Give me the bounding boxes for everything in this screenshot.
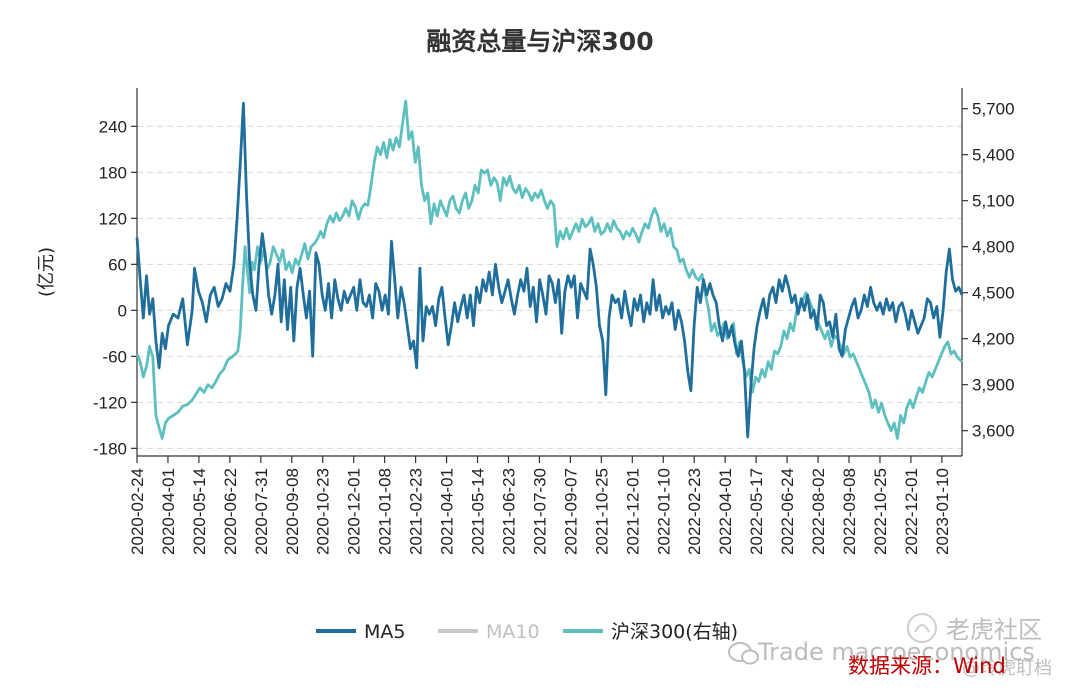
legend-item: MA10 <box>438 621 540 643</box>
source-note: 数据来源：Wind <box>848 654 1006 678</box>
left-tick-label: 180 <box>99 163 127 182</box>
y-axis-label: (亿元) <box>36 247 57 297</box>
x-tick-label: 2021-07-30 <box>530 468 549 555</box>
wechat-icon <box>728 642 759 665</box>
x-tick-label: 2022-12-01 <box>902 468 921 555</box>
chart-title: 融资总量与沪深300 <box>426 27 653 56</box>
x-tick-label: 2021-09-07 <box>561 468 580 555</box>
x-tick-label: 2021-04-01 <box>438 468 457 555</box>
x-tick-label: 2021-05-14 <box>469 468 488 555</box>
right-tick-label: 5,700 <box>972 100 1015 119</box>
x-tick-label: 2021-01-08 <box>376 468 395 555</box>
x-tick-label: 2022-09-08 <box>840 468 859 555</box>
series-line-hs300 <box>135 99 963 440</box>
x-tick-label: 2020-10-23 <box>314 468 333 555</box>
legend-label: MA10 <box>486 621 540 643</box>
right-tick-label: 4,500 <box>972 284 1015 303</box>
x-tick-label: 2023-01-10 <box>933 468 952 555</box>
x-tick-label: 2022-05-17 <box>747 468 766 555</box>
left-tick-label: 60 <box>108 255 127 274</box>
left-tick-label: -60 <box>102 347 127 366</box>
legend: MA5 MA10 沪深300(右轴) <box>316 621 738 643</box>
x-tick-label: 2020-04-01 <box>159 468 178 555</box>
tiger-logo-icon <box>907 613 937 643</box>
plot-area <box>135 99 964 440</box>
x-tick-label: 2020-06-22 <box>221 468 240 555</box>
x-tick-label: 2021-10-25 <box>592 468 611 555</box>
x-tick-label: 2021-02-23 <box>407 468 426 555</box>
x-tick-label: 2021-06-23 <box>499 468 518 555</box>
x-tick-label: 2020-07-31 <box>252 468 271 555</box>
x-tick-label: 2020-09-08 <box>283 468 302 555</box>
x-tick-label: 2022-02-23 <box>685 468 704 555</box>
right-axis-ticks: 5,700 5,400 5,100 4,800 4,500 4,200 3,900 3,600 <box>962 100 1015 441</box>
handle-watermark-text: @玲虎耵档 <box>962 658 1052 679</box>
left-tick-label: -120 <box>93 393 127 412</box>
x-tick-label: 2021-12-01 <box>623 468 642 555</box>
x-tick-label: 2022-08-02 <box>809 468 828 555</box>
left-tick-label: -180 <box>93 439 127 458</box>
x-tick-label: 2022-10-25 <box>871 468 890 555</box>
x-tick-label: 2020-02-24 <box>128 468 147 555</box>
x-tick-label: 2022-01-10 <box>654 468 673 555</box>
brand-watermark-text: 老虎社区 <box>946 616 1042 644</box>
right-tick-label: 3,900 <box>972 376 1015 395</box>
left-axis-ticks: 240 180 120 60 0 -60 -120 -180 <box>93 117 137 458</box>
x-tick-label: 2022-04-01 <box>716 468 735 555</box>
x-tick-label: 2020-12-01 <box>345 468 364 555</box>
left-tick-label: 120 <box>99 209 127 228</box>
right-tick-label: 3,600 <box>972 422 1015 441</box>
right-tick-label: 4,200 <box>972 330 1015 349</box>
watermark: Trade macroeconomics 老虎社区 @玲虎耵档 <box>728 613 1052 679</box>
series-line-ma5 <box>135 101 964 439</box>
x-tick-label: 2022-06-24 <box>778 468 797 555</box>
right-tick-label: 4,800 <box>972 238 1015 257</box>
legend-label: 沪深300(右轴) <box>611 621 738 643</box>
wechat-watermark-text: Trade macroeconomics <box>757 638 1035 666</box>
right-tick-label: 5,400 <box>972 146 1015 165</box>
legend-label: MA5 <box>364 621 405 643</box>
x-tick-label: 2020-05-14 <box>190 468 209 555</box>
legend-item: 沪深300(右轴) <box>563 621 738 643</box>
grid-lines <box>137 125 962 449</box>
x-axis-ticks: 2020-02-24 2020-04-01 2020-05-14 2020-06-22… <box>128 456 952 555</box>
left-tick-label: 0 <box>118 301 127 320</box>
legend-item: MA5 <box>316 621 405 643</box>
axes <box>136 88 963 457</box>
right-tick-label: 5,100 <box>972 192 1015 211</box>
left-tick-label: 240 <box>99 117 127 136</box>
